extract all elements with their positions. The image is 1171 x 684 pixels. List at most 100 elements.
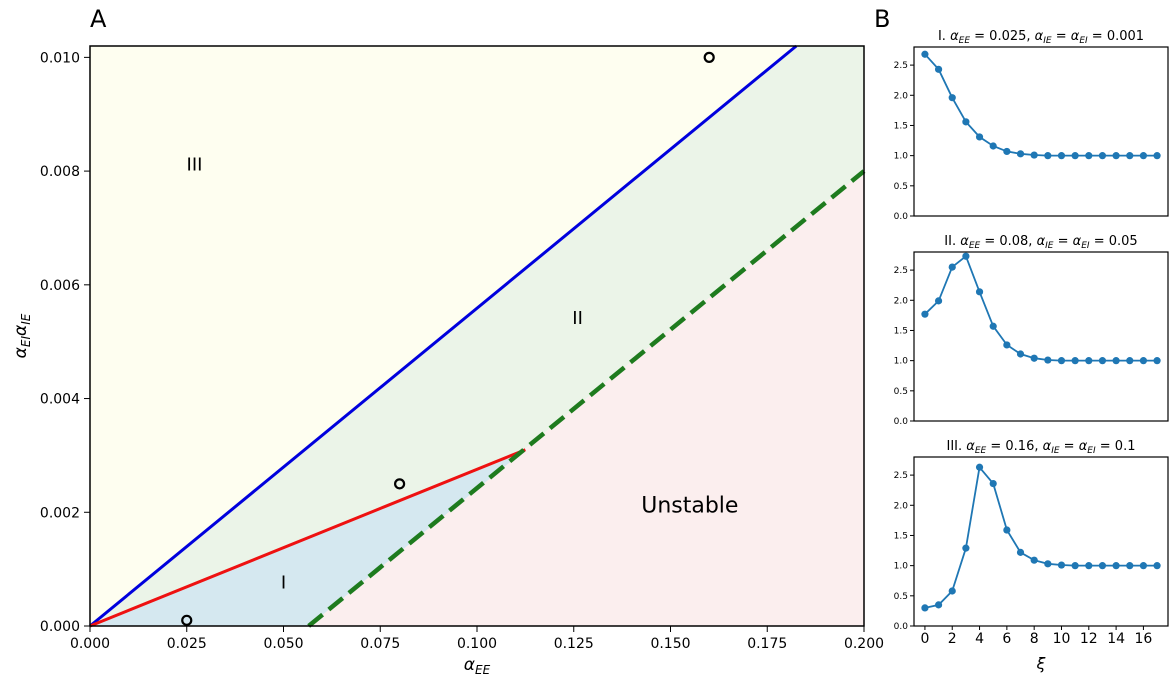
subplot-1-point — [1112, 152, 1120, 160]
subplot-1-point — [962, 118, 970, 126]
subplot-3-point — [1016, 548, 1025, 556]
subplot-1-point — [934, 65, 943, 73]
subplot-3-ytick-label: 2.0 — [894, 501, 909, 511]
a-xtick-label: 0.175 — [747, 636, 787, 652]
panel-a-xlabel: αEE — [464, 655, 491, 677]
a-ytick-label: 0.010 — [40, 50, 80, 66]
subplot-3-point — [1153, 562, 1161, 570]
subplot-1-point — [975, 133, 984, 141]
panel-a-ylabel: αEIαIE — [11, 313, 33, 358]
subplot-3-xtick-label: 2 — [948, 631, 957, 647]
subplot-3-point — [1057, 561, 1066, 569]
subplot-3-point — [975, 463, 984, 471]
a-xtick-label: 0.125 — [554, 636, 594, 652]
subplot-1-point — [1057, 152, 1066, 160]
subplot-3-point — [948, 587, 956, 595]
subplot-2-point — [1085, 357, 1093, 365]
a-xtick-label: 0.025 — [167, 636, 207, 652]
subplot-1-point — [1126, 152, 1134, 160]
subplot-2-ytick-label: 0.0 — [894, 417, 909, 427]
subplot-3-ytick-label: 0.5 — [894, 592, 908, 602]
subplot-3-point — [1126, 562, 1134, 570]
a-ytick-label: 0.006 — [40, 278, 80, 294]
subplot-2-ytick-label: 2.5 — [894, 266, 908, 276]
a-xtick-label: 0.000 — [70, 636, 110, 652]
a-xtick-label: 0.100 — [457, 636, 497, 652]
subplot-1-point — [1044, 152, 1052, 160]
region-label-iii: III — [187, 154, 203, 175]
subplot-2-point — [1098, 357, 1107, 365]
subplot-2-frame — [913, 251, 1169, 422]
region-label-i: I — [281, 572, 286, 593]
subplot-2-point — [989, 322, 997, 330]
subplot-3-xtick-label: 6 — [1002, 631, 1011, 647]
subplot-3-point — [1030, 556, 1038, 564]
subplot-3-xlabel: ξ — [1036, 654, 1047, 673]
subplot-2-point — [975, 288, 984, 296]
subplot-2-point — [934, 297, 943, 305]
a-ytick-label: 0.008 — [40, 164, 80, 180]
boundary-green-dashed-line — [307, 169, 866, 628]
subplot-2-ytick-label: 1.0 — [894, 357, 909, 367]
subplot-3-point — [989, 479, 997, 488]
subplot-3-xtick-label: 16 — [1135, 631, 1153, 647]
subplot-1-ytick-label: 2.0 — [894, 91, 909, 101]
subplot-2-point — [1071, 357, 1079, 365]
boundary-blue-line — [89, 44, 798, 628]
panel-b: B I. αEE = 0.025, αIE = αEI = 0.001 II. … — [874, 5, 1169, 673]
subplot-1-point — [1139, 152, 1148, 160]
subplot-1-point — [921, 50, 929, 58]
subplot-2-point — [948, 263, 956, 271]
subplot-3-xtick-label: 12 — [1080, 631, 1098, 647]
subplot-3-point — [962, 544, 970, 552]
marker-point-3 — [703, 51, 715, 63]
subplot-1-title: I. αEE = 0.025, αIE = αEI = 0.001 — [938, 29, 1144, 46]
subplot-3-point — [921, 604, 929, 612]
subplot-3-ytick-label: 0.0 — [894, 622, 909, 632]
subplot-3-xtick-label: 10 — [1053, 631, 1071, 647]
subplot-1-point — [948, 94, 956, 102]
subplot-2-ytick-label: 0.5 — [894, 387, 908, 397]
subplot-3-xtick-label: 4 — [975, 631, 984, 647]
subplot-3-xtick-label: 14 — [1107, 631, 1125, 647]
a-xtick-label: 0.150 — [650, 636, 690, 652]
subplot-1-ytick-label: 2.5 — [894, 61, 908, 71]
subplot-3-ytick-label: 1.0 — [894, 562, 909, 572]
a-ytick-label: 0.000 — [40, 619, 80, 635]
subplot-3-ytick-label: 2.5 — [894, 471, 908, 481]
region-label-unstable: Unstable — [641, 494, 738, 519]
subplot-3-ytick-label: 1.5 — [894, 531, 908, 541]
subplot-1-ytick-label: 1.5 — [894, 121, 908, 131]
subplot-2-point — [1030, 354, 1038, 362]
subplot-2-point — [1044, 356, 1052, 364]
region-ii-fill — [90, 46, 864, 626]
a-xtick-label: 0.200 — [844, 636, 884, 652]
a-xtick-label: 0.050 — [263, 636, 303, 652]
subplot-1-point — [1003, 147, 1011, 156]
subplot-3-point — [1044, 560, 1052, 568]
subplot-1-point — [1016, 150, 1025, 158]
subplot-2-point — [962, 252, 970, 260]
panel-a-label: A — [90, 5, 107, 33]
subplot-1-point — [1153, 152, 1161, 160]
boundary-red-line — [89, 448, 526, 628]
subplot-2-point — [1016, 350, 1025, 358]
subplot-2-point — [1003, 341, 1011, 349]
subplot-2-point — [1057, 357, 1066, 365]
subplot-2-point — [1153, 357, 1161, 365]
subplot-2-point — [1112, 357, 1120, 365]
region-label-ii: II — [572, 308, 583, 329]
subplot-1-point — [1030, 151, 1038, 159]
subplot-3-title: III. αEE = 0.16, αIE = αEI = 0.1 — [947, 439, 1136, 456]
subplot-3-point — [1098, 562, 1107, 570]
subplot-1-ytick-label: 0.5 — [894, 182, 908, 192]
subplot-2-ytick-label: 2.0 — [894, 296, 909, 306]
subplot-1-point — [1085, 152, 1093, 160]
subplot-3-point — [1139, 562, 1148, 570]
subplot-3-point — [1085, 562, 1093, 570]
subplot-3-frame — [913, 456, 1169, 627]
subplot-2-point — [1126, 357, 1134, 365]
subplot-3-point — [1071, 562, 1079, 570]
